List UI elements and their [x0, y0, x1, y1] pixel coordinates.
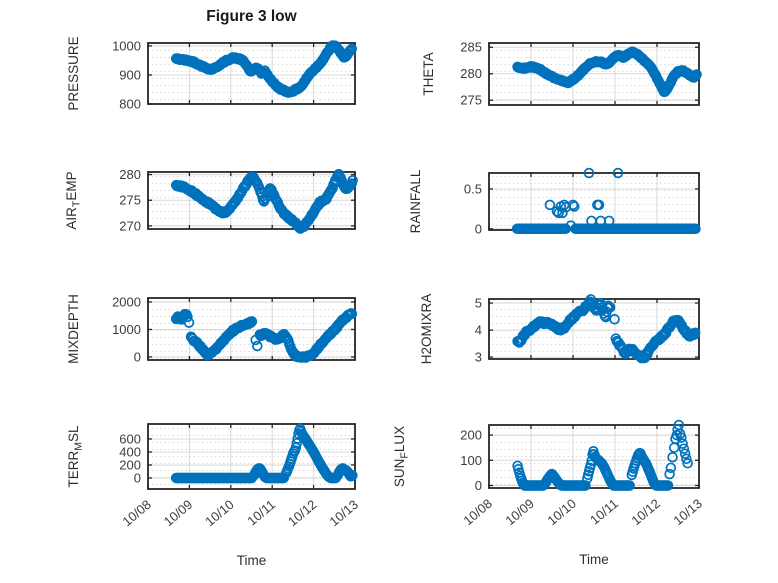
y-tick-label: 275	[119, 193, 141, 208]
y-tick-label: 200	[119, 457, 141, 472]
data-marker	[624, 480, 635, 491]
data-marker	[250, 334, 261, 346]
y-tick-label: 1000	[112, 38, 141, 53]
y-tick-label: 0	[134, 349, 141, 364]
data-marker	[691, 69, 702, 80]
x-tick-label: 10/13	[670, 496, 705, 528]
x-tick-label: 10/12	[628, 496, 663, 528]
y-tick-label: 800	[119, 97, 141, 112]
y-tick-label: 900	[119, 67, 141, 82]
y-tick-label: 600	[119, 431, 141, 446]
data-marker	[580, 480, 591, 491]
data-series	[512, 46, 702, 98]
data-marker	[676, 432, 687, 443]
x-axis-label: Time	[579, 552, 609, 567]
y-tick-label: 0	[475, 221, 482, 236]
data-marker	[567, 199, 579, 211]
data-marker	[291, 437, 302, 449]
y-tick-label: 275	[460, 93, 482, 108]
x-tick-label: 10/09	[502, 496, 537, 528]
y-axis-label: PRESSURE	[66, 36, 81, 110]
y-tick-label: 1000	[112, 322, 141, 337]
data-marker	[665, 462, 677, 474]
y-axis-label: RAINFALL	[408, 169, 423, 233]
data-marker	[593, 199, 605, 211]
y-tick-label: 200	[460, 428, 482, 443]
x-tick-label: 10/10	[544, 496, 579, 528]
y-tick-label: 285	[460, 40, 482, 55]
data-series	[512, 419, 693, 491]
data-marker	[604, 302, 616, 313]
data-marker	[612, 167, 624, 179]
y-axis-label: SUNF​LUX	[392, 426, 411, 487]
data-marker	[583, 167, 595, 179]
figure-title: Figure 3 low	[206, 8, 297, 25]
axes-box	[147, 42, 356, 105]
axes-box	[147, 423, 356, 490]
y-tick-label: 5	[475, 296, 482, 311]
data-marker	[246, 316, 258, 327]
data-marker	[677, 438, 688, 449]
data-marker	[678, 443, 690, 454]
y-axis-label: MIXDEPTH	[66, 294, 81, 364]
data-marker	[560, 223, 571, 235]
data-marker	[667, 452, 678, 463]
y-tick-label: 4	[475, 323, 482, 338]
data-marker	[252, 340, 263, 352]
y-tick-label: 400	[119, 444, 141, 459]
y-tick-label: 270	[119, 218, 141, 233]
data-marker	[681, 453, 692, 465]
data-marker	[679, 448, 691, 459]
data-marker	[182, 311, 193, 323]
y-tick-label: 100	[460, 453, 482, 468]
data-marker	[603, 215, 615, 227]
data-marker	[609, 314, 620, 325]
y-axis-label: TERRM​SL	[66, 425, 85, 488]
data-marker	[585, 459, 597, 470]
data-marker	[346, 43, 358, 55]
data-marker	[553, 207, 564, 219]
y-axis-label: THETA	[421, 52, 436, 95]
data-series	[170, 308, 358, 363]
data-marker	[569, 201, 580, 212]
data-marker	[347, 470, 358, 481]
data-marker	[689, 327, 701, 339]
data-series	[170, 168, 358, 234]
y-tick-label: 0	[475, 478, 482, 493]
data-marker	[346, 308, 358, 320]
x-axis-label: Time	[237, 553, 267, 568]
data-marker	[183, 317, 195, 328]
y-tick-label: 3	[475, 350, 482, 365]
data-series	[511, 167, 701, 235]
y-tick-label: 0.5	[464, 181, 482, 196]
y-axis-label: AIRT​EMP	[64, 171, 83, 229]
data-marker	[347, 175, 358, 186]
data-marker	[690, 223, 701, 235]
y-tick-label: 0	[134, 470, 141, 485]
y-tick-label: 280	[119, 167, 141, 182]
data-marker	[682, 458, 693, 469]
data-series	[170, 423, 358, 484]
data-marker	[544, 199, 556, 211]
x-tick-label: 10/11	[587, 496, 621, 528]
axes-box	[488, 424, 700, 489]
data-marker	[664, 468, 675, 480]
y-tick-label: 280	[460, 66, 482, 81]
data-series	[170, 40, 358, 98]
y-tick-label: 2000	[112, 294, 141, 309]
y-axis-label: H2OMIXRA	[419, 294, 434, 365]
x-tick-label: 10/08	[460, 496, 495, 528]
data-marker	[662, 480, 674, 491]
data-series	[512, 294, 701, 364]
data-marker	[565, 220, 577, 231]
